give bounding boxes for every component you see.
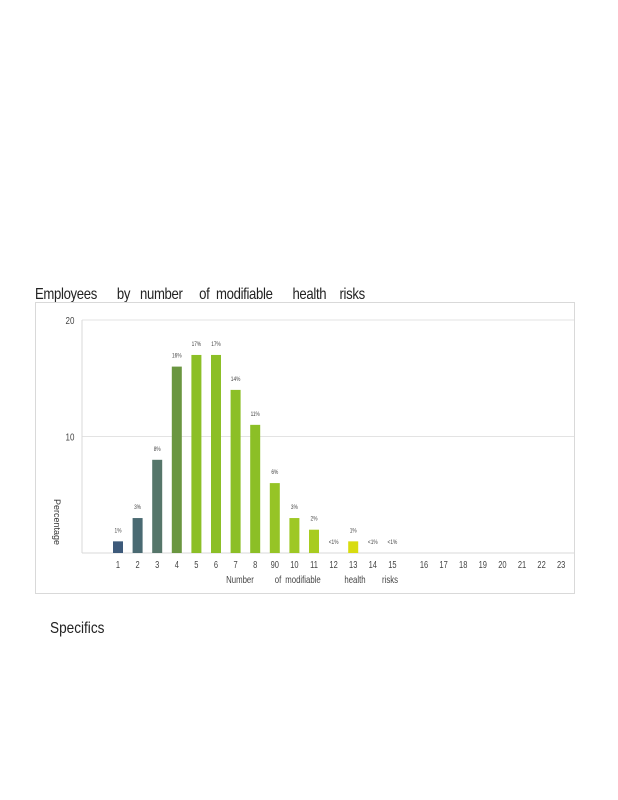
bar-4 [171,366,182,553]
x-tick-label: 17 [439,559,447,570]
x-tick-label: 21 [518,559,526,570]
bar-11 [309,529,319,553]
bar-7 [230,389,241,553]
x-tick-label: 10 [290,559,298,570]
data-label-12: <1% [329,540,339,547]
x-tick-label: 8 [253,559,257,570]
x-tick-label: 19 [479,559,487,570]
x-tick-label: 7 [234,559,238,570]
bar-2 [132,518,143,553]
bar-90 [269,483,280,553]
data-label-7: 14% [231,376,241,383]
x-tick-label: 15 [388,559,396,570]
data-label-8: 11% [251,411,260,418]
x-tick-label: 90 [271,559,279,570]
x-axis-label-word: health [344,574,365,585]
x-tick-label: 11 [310,559,318,570]
bar-3 [152,459,163,553]
data-label-13: 1% [350,528,357,535]
x-axis-label-word: of [275,574,282,585]
y-tick-label: 20 [66,315,75,326]
y-axis-label: Percentage [52,499,62,545]
data-label-5: 17% [192,342,202,349]
x-axis-label-word: risks [382,574,398,585]
data-label-14: <1% [368,540,378,547]
x-tick-label: 2 [136,559,140,570]
x-axis-label-word: modifiable [285,574,321,585]
chart-frame [35,302,575,594]
data-label-3: 8% [154,446,161,453]
x-tick-label: 4 [175,559,179,570]
x-tick-label: 16 [420,559,428,570]
data-label-11: 2% [311,516,318,523]
x-tick-label: 3 [155,559,159,570]
data-label-90: 6% [271,470,278,477]
data-label-6: 17% [211,342,221,349]
bar-6 [211,354,221,553]
data-labels: 1% 3% 8% 16% 17% 17% 14% 11% 6% 3% 2% <1% 1% <1% <1% [115,342,398,547]
bar-5 [191,354,202,553]
x-tick-label: 23 [557,559,565,570]
gridlines [81,319,574,554]
x-axis-label-word: Number [226,574,254,585]
data-label-4: 16% [172,353,182,360]
x-tick-label: 14 [369,559,377,570]
x-axis-label: Number of modifiable health risks [226,574,398,585]
data-label-15: <1% [388,540,398,547]
y-tick-label: 10 [66,432,75,443]
x-tick-label: 5 [194,559,198,570]
bar-1 [113,541,123,553]
data-label-2: 3% [134,505,141,512]
x-tick-label: 12 [329,559,337,570]
bar-13 [348,541,359,553]
x-tick-label: 1 [116,559,120,570]
x-tick-label: 13 [349,559,357,570]
bars [113,354,359,553]
bar-8 [250,424,261,553]
bar-10 [289,518,300,553]
x-tick-labels: 1 2 3 4 5 6 7 8 90 10 11 12 13 14 15 16 17 18 19 20 21 22 23 [116,559,566,570]
x-tick-label: 6 [214,559,218,570]
chart-title: Employees by number of modifiable health… [35,286,365,303]
data-label-1: 1% [115,528,122,535]
specifics-heading: Specifics [50,620,105,637]
data-label-10: 3% [291,505,298,512]
x-tick-label: 18 [459,559,467,570]
x-tick-label: 20 [498,559,506,570]
x-tick-label: 22 [537,559,545,570]
